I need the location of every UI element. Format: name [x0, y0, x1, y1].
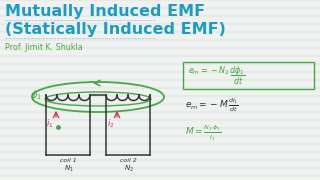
Text: coil 1: coil 1: [60, 158, 77, 163]
Text: coil 2: coil 2: [120, 158, 137, 163]
Text: $e_m = -M\,\frac{di_1}{dt}$: $e_m = -M\,\frac{di_1}{dt}$: [185, 96, 239, 114]
Text: $M = \frac{N_2\,\phi_1}{I_1}$: $M = \frac{N_2\,\phi_1}{I_1}$: [185, 124, 222, 143]
Text: $i_1$: $i_1$: [46, 118, 53, 130]
Text: $i_2$: $i_2$: [107, 118, 115, 130]
Text: (Statically Induced EMF): (Statically Induced EMF): [5, 22, 226, 37]
Text: $dt$: $dt$: [233, 75, 244, 86]
Text: Prof. Jimit K. Shukla: Prof. Jimit K. Shukla: [5, 43, 83, 52]
Text: Mutually Induced EMF: Mutually Induced EMF: [5, 4, 205, 19]
Text: $e_m = -N_2\,d\phi_1$: $e_m = -N_2\,d\phi_1$: [188, 64, 245, 77]
Text: $\phi_1$: $\phi_1$: [30, 88, 42, 102]
Text: $N_1$: $N_1$: [64, 164, 74, 174]
Text: $N_2$: $N_2$: [124, 164, 134, 174]
